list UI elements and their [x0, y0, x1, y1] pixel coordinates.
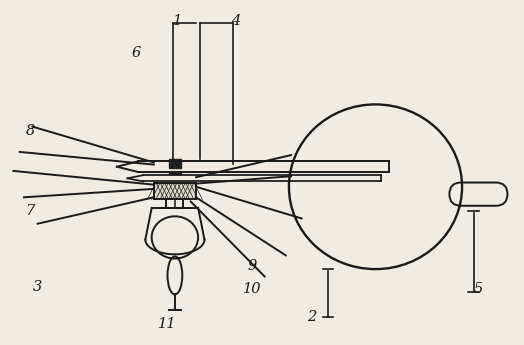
Text: 2: 2 [308, 309, 317, 324]
Text: 7: 7 [26, 204, 35, 218]
Text: 11: 11 [158, 317, 177, 331]
Text: 1: 1 [173, 14, 183, 28]
Text: 4: 4 [232, 14, 241, 28]
Text: 10: 10 [243, 282, 261, 296]
Polygon shape [169, 173, 181, 174]
Text: 5: 5 [473, 282, 483, 296]
Polygon shape [169, 159, 181, 168]
Text: 3: 3 [33, 280, 42, 294]
Text: 8: 8 [26, 124, 35, 138]
Text: 6: 6 [131, 46, 140, 60]
Bar [154, 183, 196, 199]
Text: 9: 9 [247, 259, 257, 273]
